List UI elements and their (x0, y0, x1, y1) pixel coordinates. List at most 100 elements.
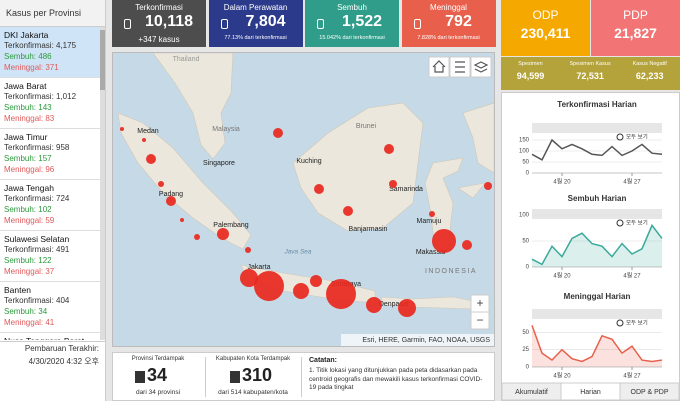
map-label: Padang (159, 191, 183, 198)
charts-panel: Terkonfirmasi Harian 0 50 100 150 4월 20 4월 27 모… (501, 92, 680, 401)
case-dot[interactable] (194, 234, 200, 240)
stat-value: 10,118 (144, 13, 194, 30)
map-tools: + − (428, 56, 492, 330)
note-title: Catatan: (309, 357, 338, 364)
case-dot[interactable] (245, 247, 251, 253)
case-dot[interactable] (326, 279, 356, 309)
case-dot[interactable] (484, 182, 492, 190)
y-tick-label: 0 (526, 171, 530, 177)
tests-row: Spesimen 94,599 Spesimen Kasus 72,531 Kasus … (501, 57, 680, 90)
province-recovered: Sembuh: 157 (4, 154, 52, 163)
case-dot[interactable] (254, 271, 284, 301)
case-dot[interactable] (429, 211, 435, 217)
province-item[interactable]: Jawa Barat Terkonfirmasi: 1,012 Sembuh: 14… (0, 78, 100, 129)
y-tick-label: 100 (519, 213, 530, 219)
province-item[interactable]: DKI Jakarta Terkonfirmasi: 4,175 Sembuh: 4… (0, 27, 100, 78)
x-tick-label: 4월 20 (553, 272, 571, 280)
view-all[interactable]: 모두 보기 (626, 218, 648, 226)
y-tick-label: 25 (522, 347, 529, 353)
area (532, 225, 662, 267)
stat-box: Terkonfirmasi 10,118 +347 kasus (112, 0, 206, 47)
chart-title: Sembuh Harian (568, 194, 627, 203)
x-tick-label: 4월 27 (623, 272, 641, 280)
province-confirmed: Terkonfirmasi: 4,175 (4, 41, 77, 50)
plot-frame (532, 209, 662, 219)
province-name: Jawa Timur (4, 132, 48, 142)
case-dot[interactable] (166, 196, 176, 206)
stat-label: Terkonfirmasi (135, 3, 183, 12)
stat-note: 7.828% dari terkonfirmasi (417, 35, 480, 41)
zoom-icon (616, 319, 624, 327)
province-item[interactable]: Sulawesi Selatan Terkonfirmasi: 491 Sembuh… (0, 231, 100, 282)
y-tick-label: 150 (519, 138, 530, 144)
province-deaths: Meninggal: 96 (4, 165, 55, 174)
case-dot[interactable] (462, 240, 472, 250)
province-deaths: Meninggal: 59 (4, 216, 55, 225)
case-dot[interactable] (314, 184, 324, 194)
stat-box: Sembuh 1,522 15.042% dari terkonfirmasi (305, 0, 399, 47)
view-all[interactable]: 모두 보기 (626, 318, 648, 326)
map-label: Mamuju (417, 218, 442, 225)
map-label: Samarinda (389, 186, 423, 193)
case-dot[interactable] (398, 299, 416, 317)
stat-icon (317, 19, 324, 29)
zoom-icon (616, 133, 624, 141)
x-tick-label: 4월 27 (623, 178, 641, 186)
case-dot[interactable] (158, 181, 164, 187)
case-dot[interactable] (384, 144, 394, 154)
case-dot[interactable] (293, 283, 309, 299)
summary: Provinsi Terdampak 34 dari 34 provinsi Kabu… (112, 352, 495, 401)
province-name: DKI Jakarta (4, 30, 49, 40)
case-dot[interactable] (343, 206, 353, 216)
pdp-box: PDP 21,827 (591, 0, 680, 56)
province-item[interactable]: Banten Terkonfirmasi: 404 Sembuh: 34 Mening… (0, 282, 100, 333)
province-confirmed: Terkonfirmasi: 491 (4, 245, 70, 254)
line (531, 138, 663, 161)
case-dot[interactable] (366, 297, 382, 313)
summary-note: dari 514 kabupaten/kota (218, 389, 288, 396)
home-button[interactable] (428, 56, 450, 78)
province-recovered: Sembuh: 486 (4, 52, 52, 61)
stat-value: 792 (445, 13, 472, 30)
odp-label: ODP (532, 8, 559, 22)
province-deaths: Meninggal: 41 (4, 318, 55, 327)
case-dot[interactable] (432, 229, 456, 253)
case-dot[interactable] (310, 275, 322, 287)
divider (205, 357, 206, 397)
map-label: INDONESIA (425, 268, 477, 275)
case-dot[interactable] (142, 138, 146, 142)
case-dot[interactable] (180, 218, 184, 222)
land (462, 102, 495, 174)
odp-box: ODP 230,411 (501, 0, 590, 56)
province-recovered: Sembuh: 143 (4, 103, 52, 112)
province-item[interactable]: Jawa Tengah Terkonfirmasi: 724 Sembuh: 102… (0, 180, 100, 231)
province-recovered: Sembuh: 34 (4, 307, 48, 316)
layers-button[interactable] (470, 56, 492, 78)
stat-box: Meninggal 792 7.828% dari terkonfirmasi (401, 0, 496, 47)
case-dot[interactable] (120, 127, 124, 131)
map[interactable]: Thailand Malaysia Brunei Medan Singapore Kuch… (112, 52, 495, 347)
y-tick-label: 100 (519, 149, 530, 155)
stats: Terkonfirmasi 10,118 +347 kasus Dalam Peraw… (112, 0, 496, 48)
case-dot[interactable] (146, 154, 156, 164)
zoom-out-button[interactable] (470, 311, 490, 330)
case-dot[interactable] (240, 269, 258, 287)
y-tick-label: 0 (526, 265, 530, 271)
y-tick-label: 50 (522, 330, 529, 336)
case-dot[interactable] (389, 180, 397, 188)
case-dot[interactable] (217, 228, 229, 240)
updated-label: Pembaruan Terakhir: (24, 344, 99, 353)
province-confirmed: Terkonfirmasi: 958 (4, 143, 70, 152)
summary-label: Provinsi Terdampak (131, 356, 185, 362)
case-dot[interactable] (273, 128, 283, 138)
province-item[interactable]: Jawa Timur Terkonfirmasi: 958 Sembuh: 157 M… (0, 129, 100, 180)
land (152, 52, 234, 160)
map-label: Brunei (356, 123, 377, 130)
view-all[interactable]: 모두 보기 (626, 132, 648, 140)
province-confirmed: Terkonfirmasi: 1,012 (4, 92, 77, 101)
map-label: Singapore (203, 160, 235, 167)
attribution: Esri, HERE, Garmin, FAO, NOAA, USGS (362, 337, 490, 344)
test-label: Spesimen Kasus (569, 61, 611, 67)
stat-value: 1,522 (341, 13, 383, 30)
